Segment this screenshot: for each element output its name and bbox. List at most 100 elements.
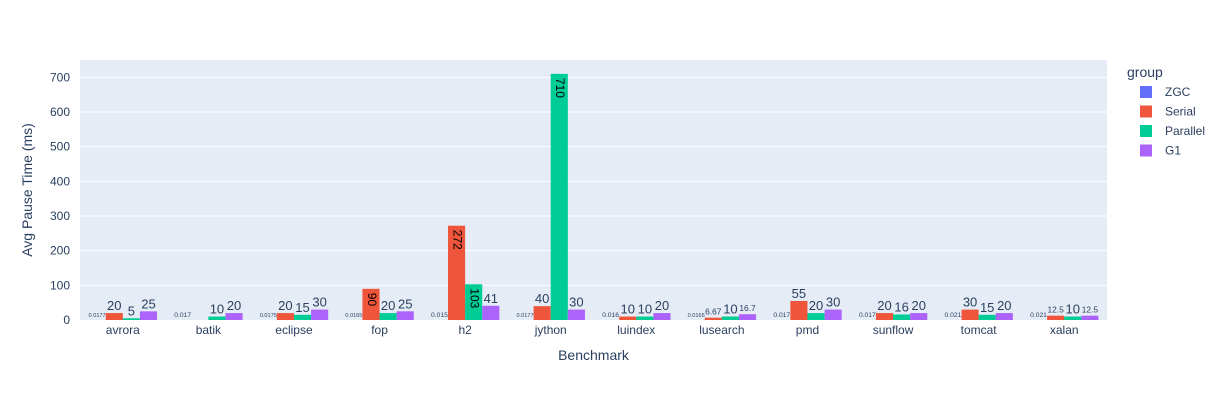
data-label: 20: [381, 298, 395, 313]
x-tick-label: luindex: [617, 323, 655, 337]
plot-area: [80, 60, 1107, 320]
data-label: 0.017: [773, 312, 790, 319]
legend-swatch: [1140, 125, 1152, 137]
data-label: 30: [826, 295, 840, 310]
bar-parallel[interactable]: [551, 74, 568, 320]
legend-label: Serial: [1165, 105, 1196, 119]
data-label: 20: [877, 298, 891, 313]
data-label: 0.0165: [688, 313, 705, 319]
data-label: 0.021: [1030, 312, 1047, 319]
bar-g1[interactable]: [653, 313, 670, 320]
data-label: 0.015: [431, 312, 448, 319]
bar-g1[interactable]: [1081, 316, 1098, 320]
data-label: 10: [620, 302, 634, 317]
y-tick-label: 500: [50, 140, 70, 154]
data-label: 41: [484, 291, 498, 306]
data-label: 90: [365, 293, 379, 307]
bar-parallel[interactable]: [380, 313, 397, 320]
legend-item-serial[interactable]: Serial: [1140, 105, 1196, 119]
legend-item-zgc[interactable]: ZGC: [1140, 85, 1191, 99]
x-tick-label: pmd: [796, 323, 819, 337]
bar-serial[interactable]: [962, 310, 979, 320]
data-label: 15: [295, 300, 309, 315]
bar-g1[interactable]: [739, 314, 756, 320]
bar-parallel[interactable]: [893, 314, 910, 320]
y-tick-label: 100: [50, 278, 70, 292]
x-tick-label: h2: [458, 323, 472, 337]
bar-serial[interactable]: [106, 313, 123, 320]
bar-parallel[interactable]: [807, 313, 824, 320]
y-axis-title: Avg Pause Time (ms): [19, 123, 35, 257]
bar-serial[interactable]: [790, 301, 807, 320]
data-label: 16.7: [739, 303, 756, 313]
legend-item-parallel[interactable]: Parallel: [1140, 124, 1205, 138]
x-tick-label: eclipse: [275, 323, 313, 337]
bar-parallel[interactable]: [636, 317, 653, 320]
y-tick-label: 0: [63, 313, 70, 327]
data-label: 272: [450, 230, 464, 250]
data-label: 0.0165: [345, 313, 362, 319]
bar-g1[interactable]: [825, 310, 842, 320]
data-label: 25: [398, 296, 412, 311]
data-label: 20: [997, 298, 1011, 313]
data-label: 10: [638, 302, 652, 317]
legend-swatch: [1140, 86, 1152, 98]
data-label: 16: [894, 299, 908, 314]
data-label: 0.017: [174, 312, 191, 319]
bar-g1[interactable]: [482, 306, 499, 320]
data-label: 55: [792, 286, 806, 301]
x-tick-label: jython: [534, 323, 567, 337]
data-label: 15: [980, 300, 994, 315]
x-tick-label: fop: [371, 323, 388, 337]
x-tick-label: sunflow: [873, 323, 914, 337]
legend-label: Parallel: [1165, 124, 1205, 138]
bar-g1[interactable]: [225, 313, 242, 320]
x-tick-label: xalan: [1050, 323, 1079, 337]
bar-g1[interactable]: [140, 311, 157, 320]
bar-serial[interactable]: [619, 317, 636, 320]
bar-serial[interactable]: [277, 313, 294, 320]
data-label: 20: [278, 298, 292, 313]
legend-swatch: [1140, 106, 1152, 118]
y-tick-label: 400: [50, 174, 70, 188]
legend-label: ZGC: [1165, 85, 1191, 99]
data-label: 0.017: [859, 312, 876, 319]
data-label: 0.021: [945, 312, 962, 319]
x-tick-label: avrora: [106, 323, 140, 337]
x-tick-label: tomcat: [961, 323, 998, 337]
bar-parallel[interactable]: [1064, 317, 1081, 320]
data-label: 5: [128, 303, 135, 318]
bar-g1[interactable]: [311, 310, 328, 320]
bar-serial[interactable]: [1047, 316, 1064, 320]
bar-parallel[interactable]: [979, 315, 996, 320]
data-label: 20: [655, 298, 669, 313]
legend-items[interactable]: ZGC Serial Parallel G1: [1140, 85, 1205, 158]
data-label: 30: [312, 295, 326, 310]
bar-g1[interactable]: [910, 313, 927, 320]
data-label: 12.5: [1047, 305, 1064, 315]
data-label: 0.0175: [260, 313, 277, 319]
bar-serial[interactable]: [534, 306, 551, 320]
y-tick-label: 300: [50, 209, 70, 223]
bar-serial[interactable]: [705, 318, 722, 320]
bar-parallel[interactable]: [722, 317, 739, 320]
y-tick-label: 700: [50, 70, 70, 84]
data-label: 103: [468, 288, 482, 308]
bar-parallel[interactable]: [123, 318, 140, 320]
legend-item-g1[interactable]: G1: [1140, 144, 1181, 158]
bar-g1[interactable]: [568, 310, 585, 320]
bar-serial[interactable]: [876, 313, 893, 320]
bar-g1[interactable]: [397, 311, 414, 320]
data-label: 710: [553, 78, 567, 98]
legend-label: G1: [1165, 144, 1181, 158]
bar-g1[interactable]: [996, 313, 1013, 320]
data-label: 10: [723, 302, 737, 317]
data-label: 20: [107, 298, 121, 313]
legend-swatch: [1140, 145, 1152, 157]
x-axis-title: Benchmark: [558, 347, 630, 363]
bar-parallel[interactable]: [294, 315, 311, 320]
bar-parallel[interactable]: [208, 317, 225, 320]
